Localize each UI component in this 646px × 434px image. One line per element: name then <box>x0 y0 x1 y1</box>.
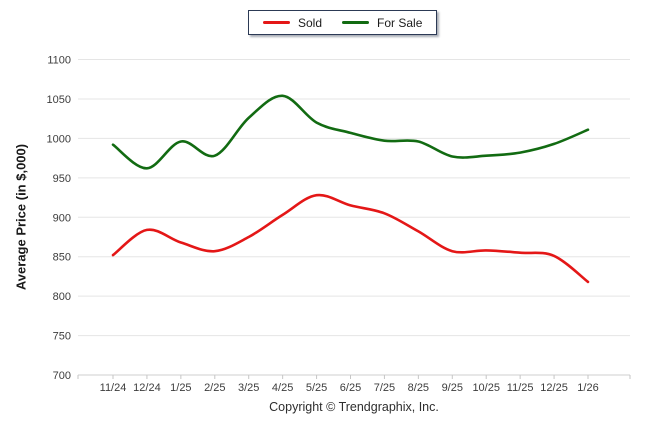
svg-text:11/25: 11/25 <box>507 382 534 394</box>
svg-text:1050: 1050 <box>47 94 71 106</box>
svg-text:6/25: 6/25 <box>340 382 361 394</box>
svg-text:5/25: 5/25 <box>306 382 327 394</box>
svg-text:8/25: 8/25 <box>408 382 429 394</box>
copyright-text: Copyright © Trendgraphix, Inc. <box>269 400 439 414</box>
series-line-for-sale <box>111 94 590 170</box>
svg-text:10/25: 10/25 <box>472 382 500 394</box>
legend-label-sold: Sold <box>298 15 323 30</box>
svg-text:800: 800 <box>53 291 71 303</box>
svg-text:7/25: 7/25 <box>374 382 395 394</box>
svg-text:750: 750 <box>53 331 71 343</box>
for-sale-line-swatch <box>342 21 370 24</box>
legend-label-for-sale: For Sale <box>377 15 423 30</box>
svg-text:12/24: 12/24 <box>133 382 161 394</box>
legend-item-sold: Sold <box>263 16 322 30</box>
svg-text:3/25: 3/25 <box>238 382 259 394</box>
y-axis-tick-labels: 700 750 800 850 900 950 1000 1050 1100 <box>47 55 71 383</box>
svg-text:12/25: 12/25 <box>540 382 568 394</box>
svg-text:1/25: 1/25 <box>170 382 191 394</box>
legend-item-for-sale: For Sale <box>342 16 422 30</box>
y-axis-title: Average Price (in $,000) <box>13 143 29 291</box>
svg-text:700: 700 <box>53 370 71 382</box>
x-axis-ticks <box>77 375 631 379</box>
svg-text:2/25: 2/25 <box>204 382 225 394</box>
svg-text:950: 950 <box>53 173 71 185</box>
svg-text:900: 900 <box>53 212 71 224</box>
chart-legend: Sold For Sale <box>248 10 438 35</box>
svg-text:1/26: 1/26 <box>577 382 598 394</box>
svg-text:850: 850 <box>53 252 71 264</box>
svg-text:4/25: 4/25 <box>272 382 293 394</box>
svg-text:11/24: 11/24 <box>100 382 127 394</box>
svg-text:9/25: 9/25 <box>442 382 463 394</box>
sold-line-swatch <box>263 21 290 24</box>
x-axis-tick-labels: 11/24 12/24 1/25 2/25 3/25 4/25 5/25 6/25 7/25 8/… <box>100 382 599 394</box>
series-line-sold <box>111 193 590 284</box>
gridlines <box>78 59 630 376</box>
svg-text:1000: 1000 <box>47 133 71 145</box>
svg-text:1100: 1100 <box>47 55 71 67</box>
